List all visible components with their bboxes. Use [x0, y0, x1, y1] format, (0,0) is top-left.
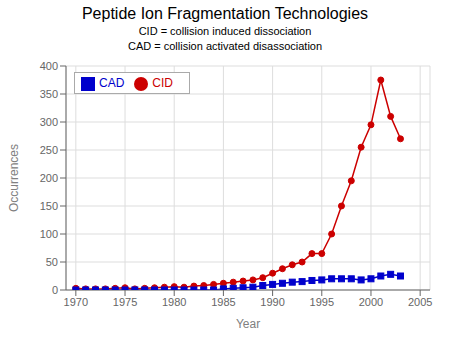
html-text:CAD = collision activated disa: CAD = collision activated disassociation	[127, 40, 323, 52]
html-text:Peptide Ion Fragmentation Tech: Peptide Ion Fragmentation Technologies	[81, 5, 369, 22]
svg-text:200: 200	[40, 172, 58, 184]
svg-text:50: 50	[46, 256, 58, 268]
svg-text:250: 250	[40, 144, 58, 156]
svg-text:Year: Year	[236, 317, 260, 331]
html-text:CID: CID	[152, 76, 173, 90]
html-text:CID = collision induced dissoc: CID = collision induced dissociation	[138, 25, 312, 37]
svg-text:100: 100	[40, 228, 58, 240]
svg-text:Occurrences: Occurrences	[8, 144, 21, 212]
svg-text:1970: 1970	[64, 296, 88, 308]
svg-text:350: 350	[40, 88, 58, 100]
svg-text:1990: 1990	[260, 296, 284, 308]
svg-text:1975: 1975	[113, 296, 137, 308]
svg-text:300: 300	[40, 116, 58, 128]
svg-text:0: 0	[52, 284, 58, 296]
svg-text:2005: 2005	[408, 296, 432, 308]
svg-text:150: 150	[40, 200, 58, 212]
svg-text:1995: 1995	[310, 296, 334, 308]
svg-text:2000: 2000	[359, 296, 383, 308]
svg-text:1980: 1980	[162, 296, 186, 308]
html-text:CAD: CAD	[99, 76, 125, 90]
svg-text:1985: 1985	[211, 296, 235, 308]
svg-text:400: 400	[40, 60, 58, 72]
